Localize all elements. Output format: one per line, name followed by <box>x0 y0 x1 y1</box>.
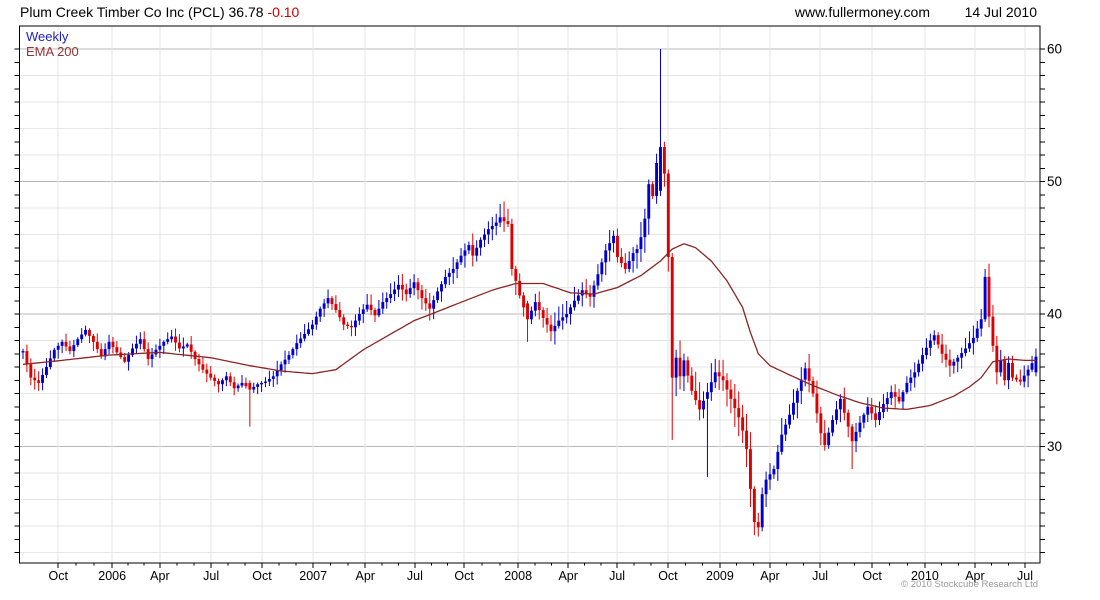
svg-text:2010: 2010 <box>911 569 939 583</box>
instrument-name: Plum Creek Timber Co Inc (PCL) <box>20 4 225 20</box>
svg-text:Apr: Apr <box>965 569 984 583</box>
page-title: Plum Creek Timber Co Inc (PCL) 36.78 -0.… <box>20 4 299 20</box>
svg-text:2008: 2008 <box>504 569 532 583</box>
svg-text:30: 30 <box>1047 439 1062 454</box>
svg-text:40: 40 <box>1047 307 1062 322</box>
site-link[interactable]: www.fullermoney.com <box>794 4 930 20</box>
svg-text:Jul: Jul <box>609 569 625 583</box>
titlebar: Plum Creek Timber Co Inc (PCL) 36.78 -0.… <box>0 0 1100 26</box>
svg-text:Jul: Jul <box>812 569 828 583</box>
svg-text:Jul: Jul <box>203 569 219 583</box>
svg-text:Apr: Apr <box>355 569 374 583</box>
svg-text:2009: 2009 <box>706 569 734 583</box>
svg-text:Oct: Oct <box>862 569 882 583</box>
last-price: 36.78 <box>228 4 264 20</box>
svg-text:Apr: Apr <box>150 569 169 583</box>
svg-text:Oct: Oct <box>454 569 474 583</box>
svg-text:Apr: Apr <box>558 569 577 583</box>
svg-text:Jul: Jul <box>1017 569 1033 583</box>
svg-text:2007: 2007 <box>299 569 327 583</box>
svg-text:50: 50 <box>1047 174 1062 189</box>
svg-text:2006: 2006 <box>98 569 126 583</box>
copyright: © 2010 Stockcube Research Ltd <box>901 579 1038 590</box>
svg-text:Jul: Jul <box>407 569 423 583</box>
legend-ema-label: EMA 200 <box>26 44 79 59</box>
svg-text:60: 60 <box>1047 42 1062 57</box>
chart-legend: Weekly EMA 200 <box>26 29 79 59</box>
price-change: -0.10 <box>267 4 300 20</box>
legend-weekly-label: Weekly <box>26 29 69 44</box>
svg-text:Oct: Oct <box>48 569 68 583</box>
svg-text:Oct: Oct <box>658 569 678 583</box>
svg-text:Oct: Oct <box>252 569 272 583</box>
svg-text:Apr: Apr <box>760 569 779 583</box>
chart-date: 14 Jul 2010 <box>964 4 1037 20</box>
